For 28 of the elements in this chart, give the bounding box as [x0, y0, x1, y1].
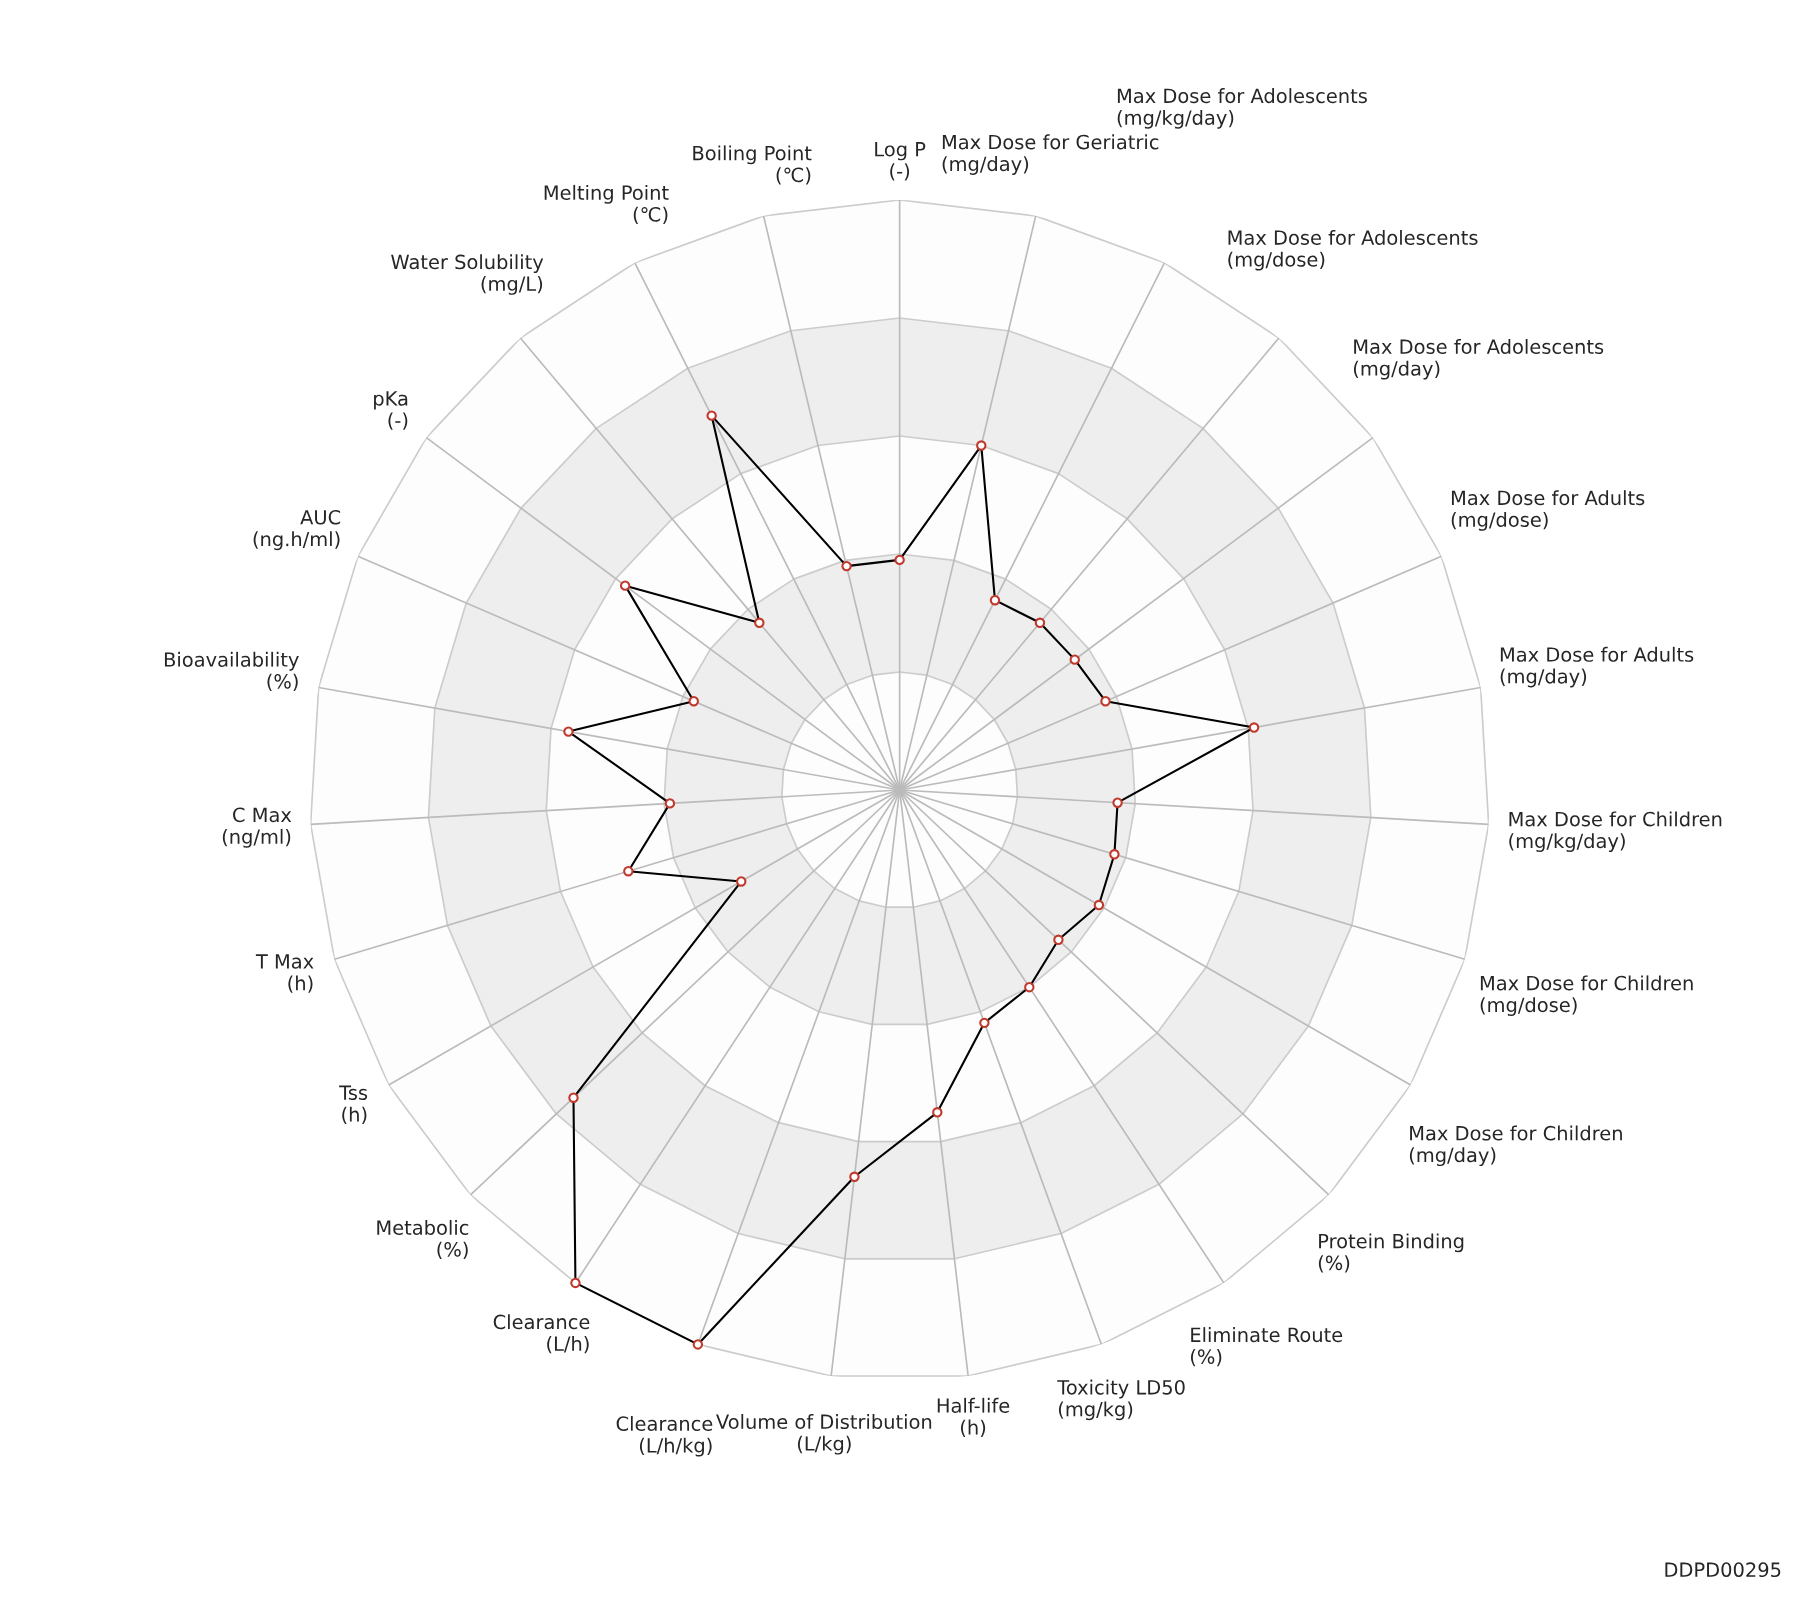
spoke-label: Boiling Point (℃): [693, 145, 812, 185]
spoke-label: Toxicity LD50 (mg/kg): [1057, 1379, 1185, 1421]
spoke-label: pKa (-): [374, 391, 408, 430]
spoke-label: Clearance (L/h): [493, 1314, 590, 1354]
spoke-label: Clearance (L/h/kg): [616, 1415, 713, 1457]
spoke-label: Max Dose for Adolescents (mg/kg/day): [1117, 88, 1367, 129]
spoke-label: Max Dose for Children (mg/dose): [1480, 975, 1693, 1016]
spoke-label: Max Dose for Adolescents (mg/dose): [1228, 229, 1478, 271]
spoke-label: Max Dose for Geriatric (mg/day): [942, 134, 1159, 175]
spoke-label: Volume of Distribution (L/kg): [716, 1414, 932, 1455]
spoke-label: Melting Point (℃): [544, 184, 669, 225]
spoke-label: Tss (h): [339, 1085, 368, 1125]
spoke-label: Water Solubility (mg/L): [391, 254, 544, 295]
spoke-label: Max Dose for Children (mg/day): [1409, 1125, 1622, 1167]
spoke-label: Bioavailability (%): [164, 651, 299, 691]
spoke-label: Log P (-): [875, 142, 926, 181]
spoke-label: Max Dose for Adults (mg/dose): [1451, 490, 1645, 531]
spoke-label: Max Dose for Adolescents (mg/day): [1353, 338, 1604, 380]
spoke-label: Metabolic (%): [377, 1219, 469, 1260]
spoke-label: Max Dose for Adults (mg/day): [1500, 646, 1694, 688]
spoke-label: T Max (h): [255, 954, 314, 993]
spoke-label: Protein Binding (%): [1318, 1233, 1464, 1273]
spoke-label: AUC (ng.h/ml): [253, 509, 341, 551]
spoke-label: Max Dose for Children (mg/kg/day): [1509, 811, 1722, 852]
spoke-label: Half-life (h): [937, 1397, 1010, 1437]
text: DDPD00295: [1665, 1562, 1781, 1578]
spoke-label: Eliminate Route (%): [1190, 1327, 1343, 1367]
spoke-label: C Max (ng/ml): [222, 807, 292, 848]
